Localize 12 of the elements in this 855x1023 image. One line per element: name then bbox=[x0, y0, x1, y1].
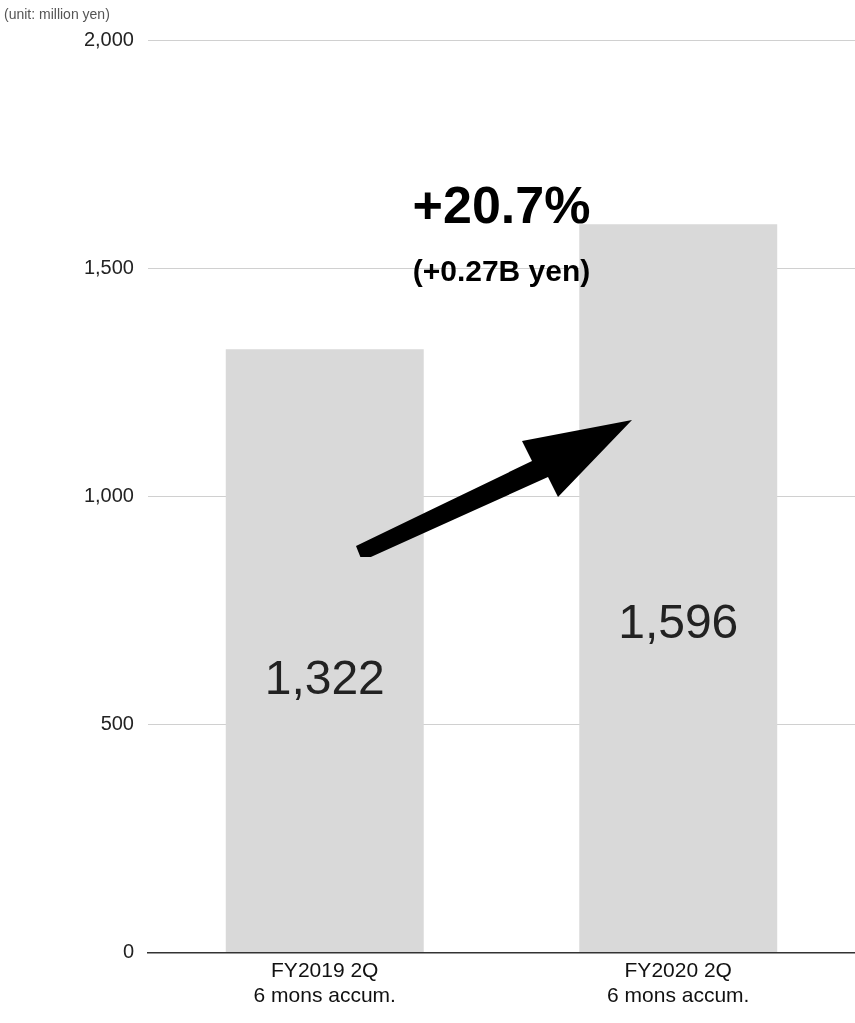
y-tick-label: 0 bbox=[122, 940, 134, 963]
y-tick-label: 2,000 bbox=[83, 27, 134, 50]
y-axis-title: (unit: million yen) bbox=[4, 6, 110, 22]
annotation: +20.7% bbox=[412, 176, 591, 235]
y-tick-label: 1,500 bbox=[83, 255, 134, 278]
annotation: (+0.27B yen) bbox=[412, 253, 591, 287]
y-tick-label: 1,000 bbox=[83, 483, 134, 506]
x-tick-label: FY2020 2Q 6 mons accum. bbox=[607, 958, 750, 1007]
data-label: 1,596 bbox=[618, 595, 739, 649]
y-tick-label: 500 bbox=[100, 711, 134, 734]
x-tick-label: FY2019 2Q 6 mons accum. bbox=[253, 958, 396, 1007]
data-label: 1,322 bbox=[264, 651, 385, 705]
